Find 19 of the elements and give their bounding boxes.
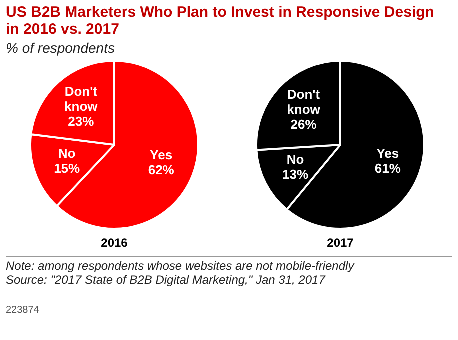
data-label: 26% xyxy=(290,117,318,132)
chart-subtitle: % of respondents xyxy=(6,40,115,56)
text: 223874 xyxy=(6,305,40,316)
slice-label: No xyxy=(286,152,304,167)
data-label: 15% xyxy=(54,161,81,176)
text: 2017 xyxy=(326,236,355,250)
data-label: 23% xyxy=(68,114,95,129)
slice-label: Yes xyxy=(376,146,400,162)
data-label: 62% xyxy=(148,162,175,178)
text: Note: among respondents whose websites are not mobile-friendly xyxy=(6,259,354,273)
slice-label: No xyxy=(58,146,76,162)
slice-label: Don't know xyxy=(64,84,99,114)
source-note: Source: "2017 State of B2B Digital Marketing," Jan 31, 2017 xyxy=(6,273,326,287)
chart-title: US B2B Marketers Who Plan to Invest in Responsive Design in 2016 vs. 2017 xyxy=(6,4,436,38)
slice-label: Yes xyxy=(150,148,173,163)
text: 2016 xyxy=(100,236,129,250)
data-label: 13% xyxy=(282,166,310,182)
data-label: 61% xyxy=(374,161,402,176)
slice-label: Don't know xyxy=(287,87,322,118)
